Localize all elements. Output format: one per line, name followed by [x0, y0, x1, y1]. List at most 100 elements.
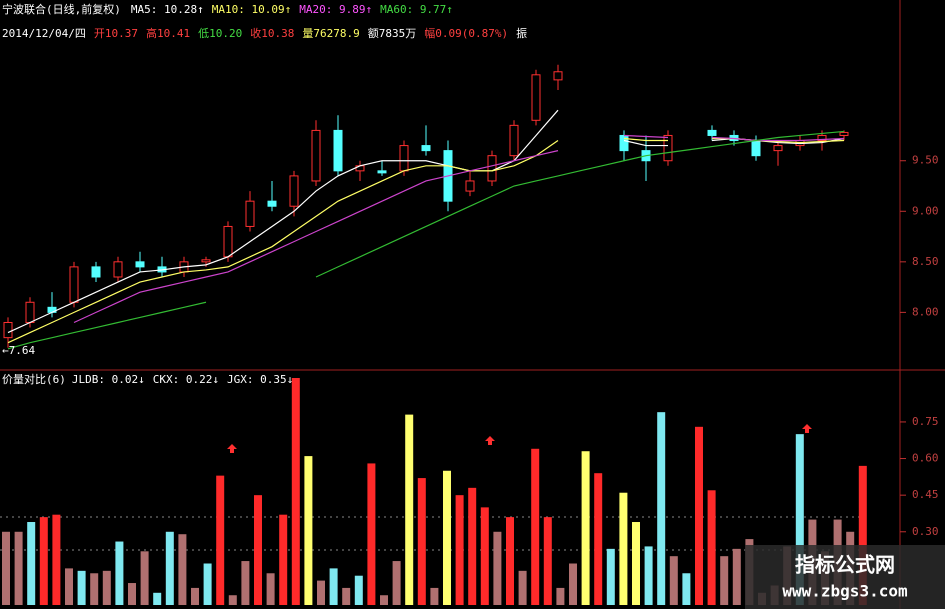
bar — [203, 563, 212, 605]
bar — [455, 495, 464, 605]
bar — [405, 414, 414, 605]
bar — [858, 465, 867, 605]
bar — [556, 587, 565, 605]
y-tick-label: 9.00 — [912, 204, 939, 217]
bar — [430, 587, 439, 605]
bar — [632, 522, 640, 605]
bar — [594, 473, 603, 605]
candle-body — [707, 129, 717, 136]
header-item: 低10.20 — [198, 27, 242, 40]
candle-body — [839, 131, 849, 136]
y-tick-label: 0.45 — [912, 488, 939, 501]
bar — [52, 514, 61, 605]
header-item: 幅0.09(0.87%) — [424, 27, 508, 40]
bar — [581, 451, 590, 605]
bar — [27, 522, 36, 605]
candle-body — [531, 74, 541, 121]
bar — [39, 517, 48, 605]
candle-body — [487, 155, 497, 182]
signal-arrow — [485, 436, 495, 445]
y-tick-label: 0.60 — [912, 452, 939, 465]
bar — [354, 575, 363, 605]
candle-body — [245, 200, 255, 227]
header-item: 额7835万 — [368, 27, 417, 40]
bar — [657, 412, 666, 605]
candle-body — [817, 134, 827, 142]
bar — [14, 531, 23, 605]
bar — [417, 478, 426, 605]
candle-body — [267, 200, 277, 207]
y-tick-label: 8.00 — [912, 305, 939, 318]
bar — [443, 470, 451, 605]
bar — [720, 556, 729, 605]
header-item: 高10.41 — [146, 26, 190, 40]
bar — [531, 448, 540, 605]
header-item: 2014/12/04/四 — [2, 27, 86, 40]
chart-title: 价量对比(6) — [2, 372, 66, 386]
header-item: 开10.37 — [94, 27, 138, 40]
bar — [216, 475, 225, 605]
candle-body — [3, 321, 13, 339]
bar — [2, 531, 10, 605]
bar — [279, 514, 288, 605]
ma-line — [73, 134, 845, 324]
bar — [102, 570, 111, 605]
header-item: 振 — [516, 26, 527, 40]
header-item: MA60: 9.77↑ — [380, 3, 453, 16]
candle-body — [773, 145, 783, 152]
bar — [480, 507, 489, 605]
chart-title: 宁波联合(日线,前复权) — [2, 2, 121, 16]
bar — [392, 561, 401, 605]
header-item: CKX: 0.22↓ — [153, 373, 219, 386]
bar — [380, 595, 388, 605]
header-item: MA5: 10.28↑ — [131, 3, 204, 16]
bar — [342, 587, 351, 605]
bar — [266, 573, 275, 605]
bar — [468, 487, 477, 605]
bar — [191, 587, 199, 605]
bar — [77, 570, 86, 605]
bar — [304, 456, 313, 605]
watermark-name: 指标公式网 — [795, 553, 895, 577]
candle-body — [421, 145, 431, 152]
bar — [644, 546, 653, 605]
bar — [569, 563, 577, 605]
watermark-url: www.zbgs3.com — [782, 582, 908, 601]
bar — [65, 568, 73, 605]
candle-body — [399, 145, 409, 172]
low-annotation: ←7.64 — [2, 344, 35, 357]
candle-body — [465, 180, 475, 192]
signal-arrow — [802, 424, 812, 433]
header-item: JLDB: 0.02↓ — [72, 373, 145, 386]
header-item: MA10: 10.09↑ — [212, 3, 291, 16]
y-tick-label: 0.75 — [912, 415, 939, 428]
candle-body — [751, 140, 761, 157]
candle-body — [663, 134, 673, 162]
bar — [682, 573, 691, 605]
candle-body — [289, 175, 299, 207]
candle-body — [553, 71, 563, 81]
bar — [543, 517, 552, 605]
candle-body — [223, 225, 233, 258]
bar — [795, 434, 804, 605]
candle-body — [201, 259, 211, 263]
bar — [165, 531, 174, 605]
bar — [506, 517, 514, 605]
watermark-box — [745, 545, 945, 609]
bar — [732, 548, 741, 605]
bar — [254, 495, 262, 605]
bar — [317, 580, 325, 605]
candle-body — [311, 129, 321, 182]
candle-body — [69, 266, 79, 303]
bar — [518, 570, 527, 605]
bar — [606, 548, 615, 605]
signal-arrow — [227, 444, 237, 453]
bar — [367, 463, 376, 605]
bar — [695, 426, 703, 605]
bar — [619, 492, 628, 605]
y-tick-label: 0.30 — [912, 525, 939, 538]
bar — [140, 551, 149, 605]
candle-body — [333, 129, 343, 172]
bar — [669, 556, 678, 605]
